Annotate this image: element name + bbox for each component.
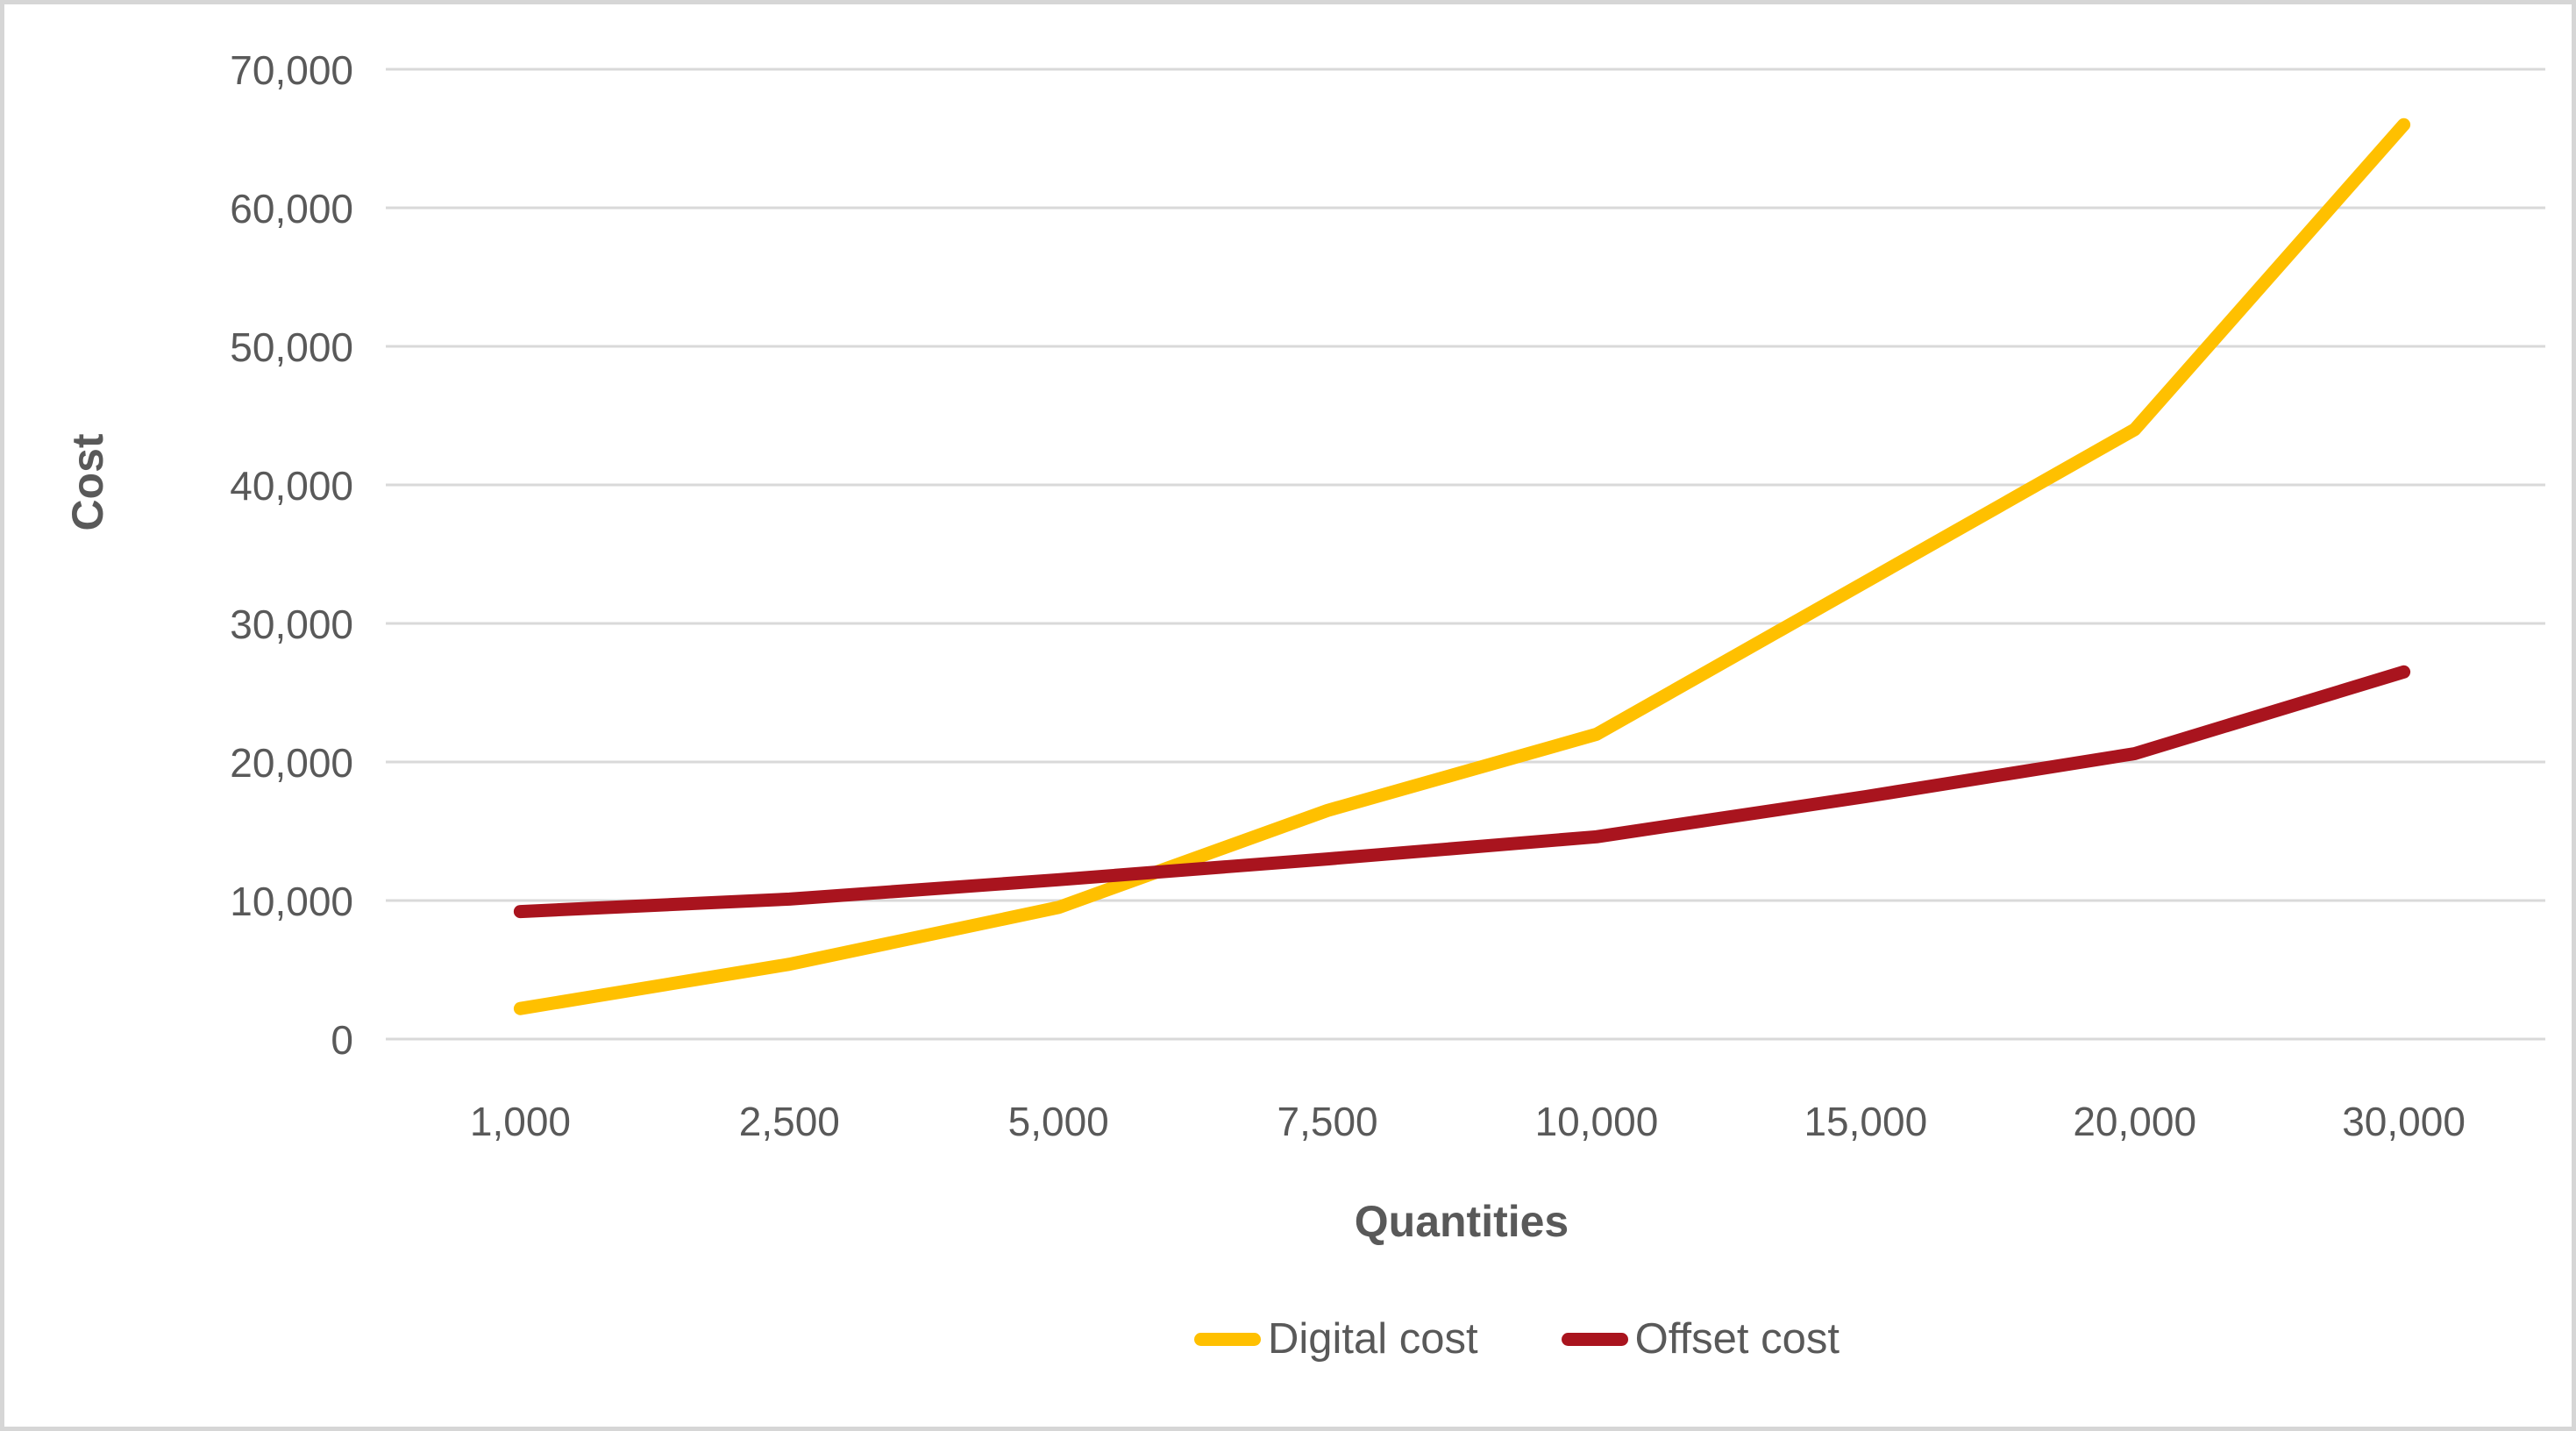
svg-text:60,000: 60,000: [230, 186, 353, 231]
svg-text:20,000: 20,000: [2073, 1099, 2196, 1144]
legend-item-offset-cost: Offset cost: [1561, 1314, 1839, 1363]
svg-text:30,000: 30,000: [2342, 1099, 2466, 1144]
digital-cost-line-swatch: [1194, 1332, 1262, 1346]
svg-text:10,000: 10,000: [230, 879, 353, 924]
legend-label-offset-cost: Offset cost: [1634, 1315, 1839, 1363]
svg-text:15,000: 15,000: [1804, 1099, 1927, 1144]
legend-item-digital-cost: Digital cost: [1194, 1314, 1478, 1363]
offset-cost-line-swatch: [1561, 1332, 1628, 1346]
svg-text:20,000: 20,000: [230, 740, 353, 786]
svg-text:30,000: 30,000: [230, 602, 353, 647]
svg-text:40,000: 40,000: [230, 463, 353, 509]
x-axis-title: Quantities: [1354, 1197, 1569, 1246]
svg-text:0: 0: [331, 1017, 353, 1063]
svg-text:10,000: 10,000: [1535, 1099, 1659, 1144]
svg-text:7,500: 7,500: [1277, 1099, 1378, 1144]
svg-text:2,500: 2,500: [739, 1099, 840, 1144]
chart-legend: Digital cost Offset cost: [1194, 1314, 1839, 1363]
svg-text:5,000: 5,000: [1008, 1099, 1109, 1144]
legend-label-digital-cost: Digital cost: [1268, 1315, 1478, 1363]
svg-text:1,000: 1,000: [470, 1099, 571, 1144]
svg-text:50,000: 50,000: [230, 324, 353, 370]
line-chart-plot: 0 10,000 20,000 30,000 40,000 50,000 60,000 70,…: [230, 47, 2545, 1144]
svg-text:70,000: 70,000: [230, 47, 353, 93]
